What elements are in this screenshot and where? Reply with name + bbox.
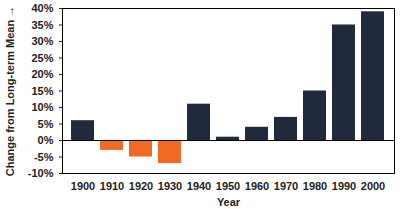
svg-text:2000: 2000 [361,180,385,192]
svg-text:1930: 1930 [158,180,182,192]
svg-text:20%: 20% [31,68,53,80]
svg-text:40%: 40% [31,2,53,14]
svg-text:1900: 1900 [71,180,95,192]
svg-text:1990: 1990 [332,180,356,192]
svg-text:5%: 5% [38,118,54,130]
svg-text:10%: 10% [31,101,53,113]
svg-text:-10%: -10% [28,167,54,179]
svg-text:1950: 1950 [216,180,240,192]
svg-text:0%: 0% [38,134,54,146]
svg-text:15%: 15% [31,85,53,97]
svg-text:1920: 1920 [129,180,153,192]
svg-text:35%: 35% [31,19,53,31]
svg-text:1910: 1910 [100,180,124,192]
svg-text:1970: 1970 [274,180,298,192]
svg-text:1940: 1940 [187,180,211,192]
svg-text:Change from Long-term Mean →: Change from Long-term Mean → [4,6,16,177]
svg-text:-5%: -5% [34,151,54,163]
svg-text:30%: 30% [31,35,53,47]
svg-text:25%: 25% [31,52,53,64]
svg-text:1980: 1980 [303,180,327,192]
svg-text:Year: Year [217,196,241,208]
svg-text:1960: 1960 [245,180,269,192]
